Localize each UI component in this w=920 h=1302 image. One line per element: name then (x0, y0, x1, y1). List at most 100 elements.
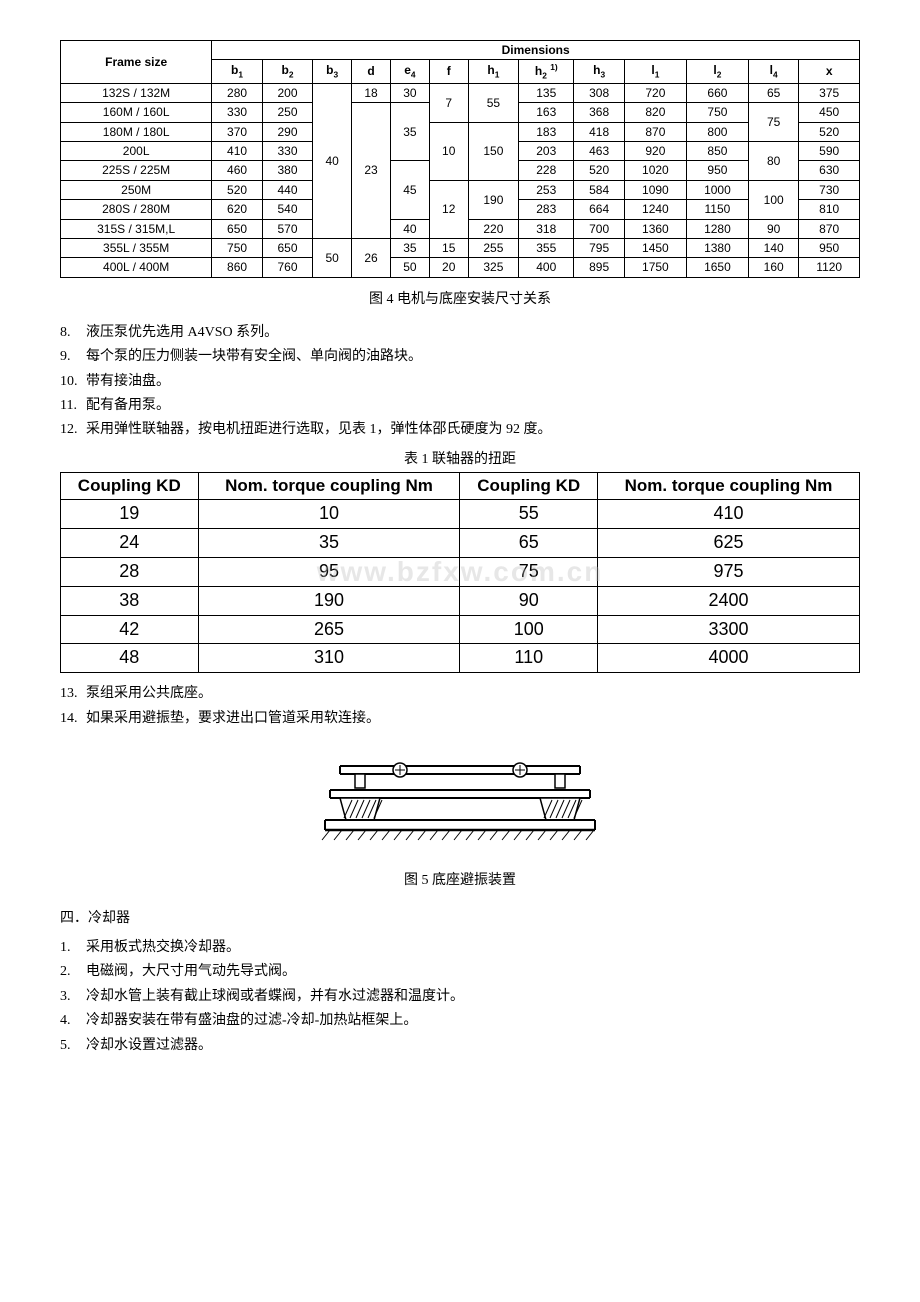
td-coupling: 42 (61, 615, 199, 644)
td-dim: 950 (799, 238, 860, 257)
figure-5-caption: 图 5 底座避振装置 (60, 869, 860, 889)
td-dim: 870 (624, 122, 686, 141)
td-frame: 400L / 400M (61, 258, 212, 277)
td-dim: 730 (799, 180, 860, 199)
td-frame: 315S / 315M,L (61, 219, 212, 238)
th-dim-col: l4 (748, 60, 798, 83)
list-item-number: 3. (60, 986, 86, 1008)
list-item: 14.如果采用避振垫，要求进出口管道采用软连接。 (60, 708, 860, 730)
td-coupling: 24 (61, 529, 199, 558)
list-item: 10.带有接油盘。 (60, 371, 860, 393)
td-dim: 850 (686, 142, 748, 161)
coupling-table: Coupling KD Nom. torque coupling Nm Coup… (60, 472, 860, 673)
td-dim: 860 (212, 258, 262, 277)
list-item-number: 1. (60, 937, 86, 959)
td-dim: 18 (352, 83, 391, 102)
td-dim: 520 (799, 122, 860, 141)
list-item-number: 4. (60, 1010, 86, 1032)
td-dim: 135 (519, 83, 574, 102)
td-dim: 1120 (799, 258, 860, 277)
td-dim: 1380 (686, 238, 748, 257)
td-frame: 180M / 180L (61, 122, 212, 141)
td-coupling: 100 (460, 615, 598, 644)
th-dim-col: d (352, 60, 391, 83)
td-coupling: 90 (460, 586, 598, 615)
td-dim: 150 (468, 122, 518, 180)
td-dim: 330 (262, 142, 312, 161)
td-dim: 810 (799, 200, 860, 219)
td-dim: 950 (686, 161, 748, 180)
td-dim: 1750 (624, 258, 686, 277)
td-frame: 160M / 160L (61, 103, 212, 122)
td-coupling: 28 (61, 558, 199, 587)
td-coupling: 975 (598, 558, 860, 587)
td-dim: 308 (574, 83, 624, 102)
td-dim: 750 (212, 238, 262, 257)
td-dim: 380 (262, 161, 312, 180)
td-dim: 100 (748, 180, 798, 219)
td-frame: 250M (61, 180, 212, 199)
th-dimensions: Dimensions (212, 41, 860, 60)
th-coupling-kd-1: Coupling KD (61, 472, 199, 500)
td-dim: 200 (262, 83, 312, 102)
td-dim: 1020 (624, 161, 686, 180)
th-dim-col: l2 (686, 60, 748, 83)
list-item-number: 13. (60, 683, 86, 705)
list-item-text: 带有接油盘。 (86, 374, 170, 389)
td-dim: 660 (686, 83, 748, 102)
th-dim-col: x (799, 60, 860, 83)
td-coupling: 4000 (598, 644, 860, 673)
th-dim-col: l1 (624, 60, 686, 83)
td-coupling: 310 (198, 644, 460, 673)
list-item-text: 采用弹性联轴器，按电机扭距进行选取，见表 1，弹性体邵氏硬度为 92 度。 (86, 422, 552, 437)
td-dim: 620 (212, 200, 262, 219)
td-frame: 200L (61, 142, 212, 161)
dimensions-table: Frame size Dimensions b1b2b3de4fh1h2 1)h… (60, 40, 860, 278)
list-item-text: 液压泵优先选用 A4VSO 系列。 (86, 325, 278, 340)
td-coupling: 19 (61, 500, 199, 529)
figure-4-caption: 图 4 电机与底座安装尺寸关系 (60, 288, 860, 308)
td-dim: 35 (390, 103, 429, 161)
td-coupling: 65 (460, 529, 598, 558)
list-item: 9.每个泵的压力侧装一块带有安全阀、单向阀的油路块。 (60, 346, 860, 368)
td-dim: 375 (799, 83, 860, 102)
list-item-number: 5. (60, 1035, 86, 1057)
td-dim: 283 (519, 200, 574, 219)
list-item: 12.采用弹性联轴器，按电机扭距进行选取，见表 1，弹性体邵氏硬度为 92 度。 (60, 419, 860, 441)
th-dim-col: b1 (212, 60, 262, 83)
td-coupling: 110 (460, 644, 598, 673)
list-item: 13.泵组采用公共底座。 (60, 683, 860, 705)
th-coupling-kd-2: Coupling KD (460, 472, 598, 500)
td-dim: 1090 (624, 180, 686, 199)
td-coupling: 10 (198, 500, 460, 529)
td-dim: 228 (519, 161, 574, 180)
td-dim: 160 (748, 258, 798, 277)
td-dim: 895 (574, 258, 624, 277)
td-dim: 280 (212, 83, 262, 102)
td-dim: 65 (748, 83, 798, 102)
th-frame-size: Frame size (61, 41, 212, 84)
td-dim: 1240 (624, 200, 686, 219)
td-dim: 90 (748, 219, 798, 238)
td-dim: 1150 (686, 200, 748, 219)
list-item-number: 10. (60, 371, 86, 393)
td-dim: 410 (212, 142, 262, 161)
list-item: 4.冷却器安装在带有盛油盘的过滤-冷却-加热站框架上。 (60, 1010, 860, 1032)
list-item-text: 冷却水管上装有截止球阀或者蝶阀，并有水过滤器和温度计。 (86, 989, 464, 1004)
figure-5-diagram (60, 746, 860, 861)
th-dim-col: b3 (313, 60, 352, 83)
td-coupling: 265 (198, 615, 460, 644)
td-dim: 820 (624, 103, 686, 122)
td-dim: 253 (519, 180, 574, 199)
td-dim: 80 (748, 142, 798, 181)
td-dim: 584 (574, 180, 624, 199)
td-coupling: 95 (198, 558, 460, 587)
td-dim: 26 (352, 238, 391, 277)
list-item-text: 冷却水设置过滤器。 (86, 1038, 212, 1053)
td-dim: 35 (390, 238, 429, 257)
td-dim: 55 (468, 83, 518, 122)
td-dim: 450 (799, 103, 860, 122)
td-dim: 630 (799, 161, 860, 180)
td-coupling: 75 (460, 558, 598, 587)
td-coupling: 35 (198, 529, 460, 558)
